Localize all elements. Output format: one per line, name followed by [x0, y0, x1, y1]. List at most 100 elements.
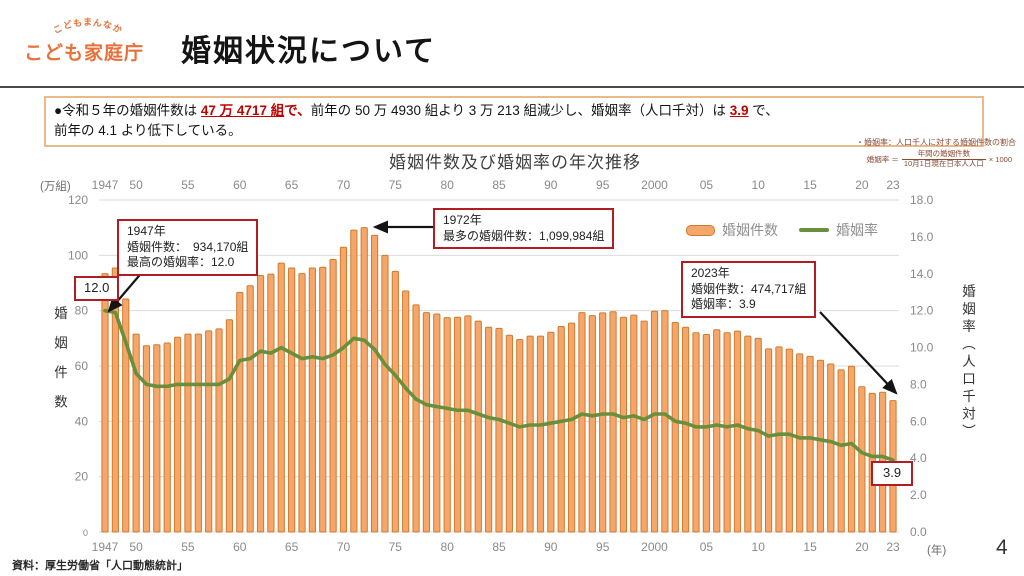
bar-1947: [101, 273, 109, 533]
x-tick-label: 05: [700, 540, 714, 554]
x-tick-label: 95: [596, 178, 610, 192]
callout-1972: 1972年 最多の婚姻件数：1,099,984組: [433, 208, 615, 250]
x-tick-label: 50: [129, 540, 143, 554]
bar-2018: [837, 369, 845, 533]
bar-2010: [754, 337, 762, 533]
chart-title: 婚姻件数及び婚姻率の年次推移: [389, 153, 641, 172]
left-tick-label: 80: [75, 304, 89, 318]
summary-segment: 3.9: [729, 103, 749, 118]
logo-arc-char: ま: [82, 17, 93, 27]
bar-1948: [111, 267, 119, 533]
right-tick-label: 4.0: [910, 451, 927, 465]
formula-fraction: 年間の婚姻件数 10月1日現在日本人人口: [901, 149, 986, 168]
summary-box: ●令和５年の婚姻件数は 47 万 4717 組で、前年の 50 万 4930 組…: [44, 96, 984, 147]
right-tick-label: 6.0: [910, 414, 927, 428]
x-tick-label: 90: [544, 540, 558, 554]
callout-rate-2023: 3.9: [871, 461, 914, 486]
bar-1988: [526, 335, 534, 533]
x-tick-label: 80: [441, 178, 455, 192]
bar-2008: [733, 330, 742, 533]
bar-2011: [764, 348, 773, 533]
summary-segment: で、: [284, 103, 311, 118]
bar-2017: [827, 363, 835, 533]
bar-1970: [339, 246, 348, 533]
summary-segment: 前年の 4.1 より低下している。: [54, 123, 242, 139]
bar-2009: [744, 335, 752, 533]
right-tick-label: 8.0: [910, 377, 927, 391]
x-tick-label: 15: [803, 178, 817, 192]
x-tick-label: 1947: [92, 178, 119, 192]
right-tick-label: 10.0: [910, 341, 934, 355]
bar-1983: [474, 320, 482, 533]
header-divider: [0, 86, 1024, 88]
bar-1953: [163, 342, 171, 533]
bar-1999: [640, 320, 648, 533]
bar-1984: [485, 326, 493, 533]
formula-lhs: 婚姻率 ＝: [866, 154, 899, 164]
rate-definition-text: ・婚姻率：人口千人に対する婚姻件数の割合: [856, 138, 1016, 147]
bar-1963: [267, 273, 275, 533]
bar-1975: [391, 270, 399, 533]
x-tick-label: 10: [752, 178, 766, 192]
bar-2004: [692, 332, 700, 533]
callout-2023-year: 2023年: [691, 266, 730, 280]
callout-rate-1947: 12.0: [74, 276, 120, 301]
x-tick-label: 65: [285, 178, 299, 192]
x-tick-label: 80: [441, 540, 455, 554]
x-axis-unit-label: (年): [927, 545, 947, 557]
bar-2016: [816, 359, 825, 533]
x-tick-label: 50: [129, 178, 143, 192]
x-tick-label: 05: [700, 178, 714, 192]
bar-1974: [381, 254, 389, 533]
bar-1969: [329, 258, 337, 533]
left-axis-title: 婚姻件数: [52, 306, 67, 424]
bar-2020: [858, 386, 866, 533]
legend-line-label: 婚姻率: [836, 222, 878, 238]
callout-2023-rate: 婚姻率：3.9: [691, 297, 756, 312]
bar-1995: [599, 312, 607, 533]
bar-1994: [588, 315, 596, 533]
summary-text: ●令和５年の婚姻件数は 47 万 4717 組で、前年の 50 万 4930 組…: [54, 103, 779, 138]
x-tick-label: 20: [855, 540, 869, 554]
callout-2023: 2023年 婚姻件数：474,717組 婚姻率：3.9: [681, 261, 817, 318]
callout-1947-year: 1947年: [127, 224, 166, 238]
x-tick-label: 70: [337, 540, 351, 554]
callout-1947: 1947年 婚姻件数： 934,170組 最高の婚姻率：12.0: [117, 219, 259, 276]
bar-2000: [650, 310, 659, 533]
bar-1978: [422, 312, 431, 533]
bar-2014: [796, 353, 804, 533]
bar-1957: [205, 330, 213, 533]
bar-1982: [464, 315, 472, 533]
x-tick-label: 2000: [641, 178, 668, 192]
bar-1998: [630, 314, 638, 533]
x-tick-label: 85: [492, 540, 506, 554]
right-tick-label: 14.0: [910, 267, 934, 281]
bar-1993: [578, 312, 586, 533]
callout-2023-count: 婚姻件数：474,717組: [691, 281, 807, 296]
bar-1964: [277, 262, 285, 533]
bar-1956: [194, 333, 202, 533]
x-tick-label: 1947: [92, 540, 119, 554]
callout-1947-count: 婚姻件数： 934,170組: [127, 239, 249, 254]
bar-1950: [132, 333, 140, 533]
agency-logo: こども家庭庁: [24, 43, 145, 64]
formula-suffix: × 1000: [988, 154, 1012, 164]
bar-1977: [412, 304, 420, 533]
summary-segment: 47 万 4717 組: [200, 103, 285, 118]
right-tick-label: 16.0: [910, 230, 934, 244]
bar-1989: [536, 335, 545, 533]
x-tick-label: 65: [285, 540, 299, 554]
bar-2013: [785, 348, 793, 533]
bar-2005: [702, 333, 710, 533]
bar-1997: [619, 316, 628, 533]
bar-2003: [682, 326, 690, 533]
bar-1972: [360, 227, 368, 533]
chart-legend: 婚姻件数 婚姻率: [686, 220, 878, 240]
right-axis-title: 婚姻率（人口千対）: [960, 284, 975, 442]
bar-2007: [723, 332, 731, 533]
bar-1958: [215, 328, 223, 533]
x-tick-label: 75: [389, 540, 403, 554]
left-tick-label: 60: [75, 359, 89, 373]
